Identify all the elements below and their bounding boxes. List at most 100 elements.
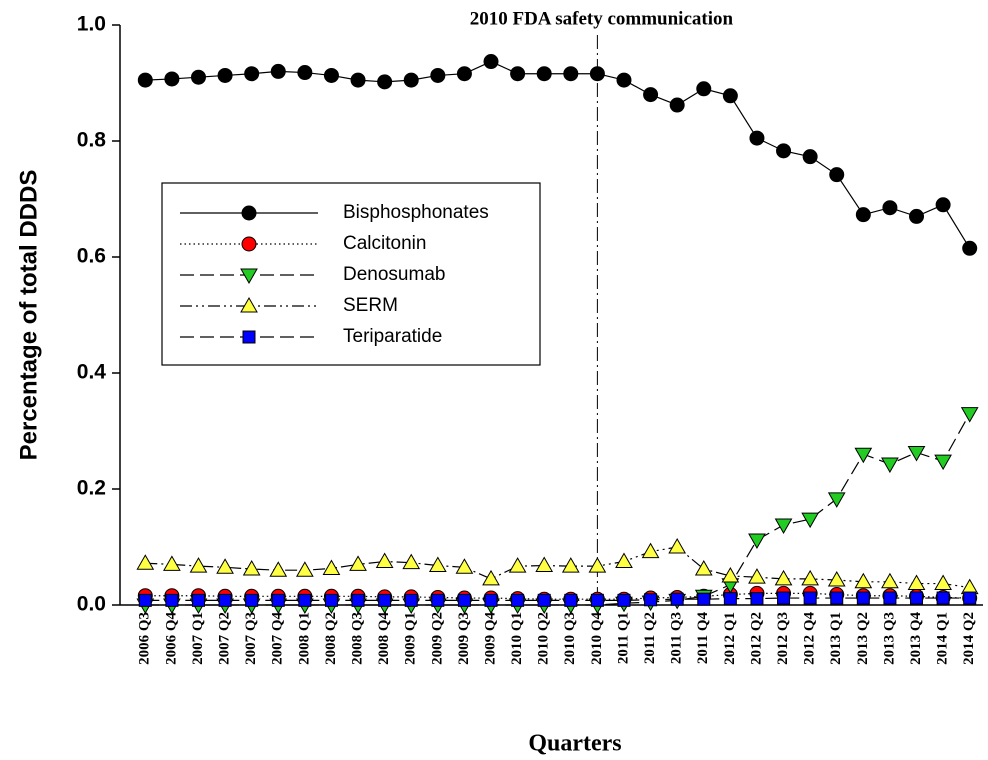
x-tick-label: 2008 Q2 xyxy=(323,612,339,665)
marker xyxy=(510,66,526,82)
marker xyxy=(854,447,873,464)
marker xyxy=(457,593,471,607)
x-tick-label: 2012 Q2 xyxy=(748,612,764,665)
marker xyxy=(298,593,312,607)
x-tick-label: 2006 Q3 xyxy=(137,612,153,665)
x-tick-label: 2014 Q1 xyxy=(935,612,951,665)
x-tick-label: 2007 Q2 xyxy=(217,612,233,665)
marker xyxy=(803,591,817,605)
marker xyxy=(644,593,658,607)
marker xyxy=(934,454,952,471)
marker xyxy=(801,569,820,586)
marker xyxy=(217,67,233,83)
legend-label: Teriparatide xyxy=(343,326,442,347)
marker xyxy=(827,571,846,587)
marker xyxy=(138,593,152,607)
marker xyxy=(564,593,578,607)
x-tick-label: 2013 Q1 xyxy=(828,612,844,665)
marker xyxy=(694,560,713,576)
marker xyxy=(536,66,552,82)
marker xyxy=(856,591,870,605)
marker xyxy=(588,557,607,573)
x-tick-label: 2011 Q2 xyxy=(642,612,658,664)
x-tick-label: 2013 Q4 xyxy=(908,612,924,665)
marker xyxy=(404,593,418,607)
marker xyxy=(963,591,977,605)
marker xyxy=(748,568,766,584)
x-tick-label: 2012 Q4 xyxy=(802,612,818,665)
marker xyxy=(191,593,205,607)
marker xyxy=(269,561,288,577)
marker xyxy=(563,66,579,82)
x-tick-label: 2011 Q1 xyxy=(615,612,631,664)
x-tick-label: 2009 Q2 xyxy=(429,612,445,665)
marker xyxy=(776,143,792,159)
marker xyxy=(669,97,685,113)
series-line xyxy=(145,413,971,606)
marker xyxy=(218,593,232,607)
legend-label: SERM xyxy=(343,295,398,316)
x-tick-label: 2010 Q3 xyxy=(562,612,578,665)
marker xyxy=(909,208,925,224)
marker xyxy=(615,552,633,568)
marker xyxy=(748,533,766,550)
series-line xyxy=(145,546,970,589)
marker xyxy=(750,592,764,606)
x-tick-label: 2007 Q3 xyxy=(243,612,259,665)
x-tick-label: 2007 Q4 xyxy=(270,612,286,665)
marker xyxy=(430,67,446,83)
marker xyxy=(882,200,898,216)
marker xyxy=(829,167,845,183)
marker xyxy=(375,552,394,568)
marker xyxy=(323,67,339,83)
marker xyxy=(668,537,687,554)
marker xyxy=(242,330,256,344)
x-tick-label: 2009 Q4 xyxy=(482,612,498,665)
annotation: 2010 FDA safety communication xyxy=(470,8,734,29)
marker xyxy=(749,130,765,146)
marker xyxy=(696,81,712,97)
marker xyxy=(349,555,367,571)
x-tick-label: 2008 Q1 xyxy=(296,612,312,665)
marker xyxy=(428,556,447,573)
y-tick-label: 0.4 xyxy=(77,361,107,384)
marker xyxy=(190,69,206,85)
x-axis-label: Quarters xyxy=(528,731,621,757)
marker xyxy=(164,71,180,87)
marker xyxy=(774,518,793,534)
marker xyxy=(934,574,952,591)
marker xyxy=(774,569,793,586)
legend-label: Bisphosphonates xyxy=(343,202,489,223)
x-tick-label: 2011 Q4 xyxy=(695,612,711,665)
marker xyxy=(189,557,208,573)
x-tick-label: 2008 Q3 xyxy=(349,612,365,665)
x-tick-label: 2012 Q3 xyxy=(775,612,791,665)
marker xyxy=(910,591,924,605)
marker xyxy=(241,205,257,221)
marker xyxy=(322,559,341,575)
marker xyxy=(165,593,179,607)
marker xyxy=(351,593,365,607)
marker xyxy=(723,592,737,606)
marker xyxy=(163,555,181,571)
marker xyxy=(537,593,551,607)
y-tick-label: 0.8 xyxy=(77,129,107,152)
x-tick-label: 2014 Q2 xyxy=(961,612,977,665)
marker xyxy=(854,572,873,589)
x-tick-label: 2010 Q1 xyxy=(509,612,525,665)
marker xyxy=(960,578,979,595)
marker xyxy=(484,593,498,607)
marker xyxy=(670,592,684,606)
marker xyxy=(295,561,314,577)
marker xyxy=(136,554,155,570)
marker xyxy=(589,66,605,82)
marker xyxy=(881,572,899,589)
marker xyxy=(802,149,818,165)
marker xyxy=(508,557,527,573)
marker xyxy=(960,407,979,423)
marker xyxy=(240,296,258,313)
marker xyxy=(830,591,844,605)
marker xyxy=(590,593,604,607)
marker xyxy=(403,72,419,88)
